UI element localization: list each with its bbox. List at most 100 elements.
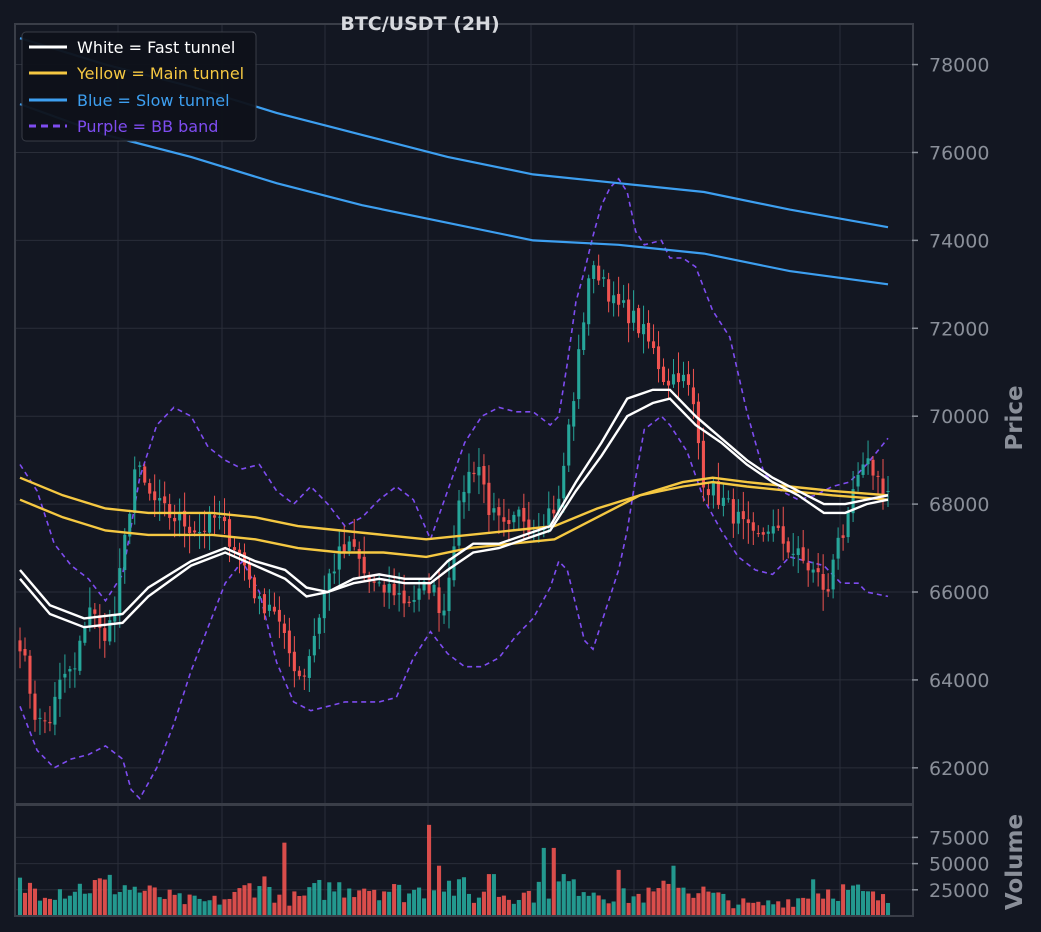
candle-body: [766, 531, 770, 534]
candle-body: [686, 374, 691, 385]
candle-body: [213, 515, 217, 518]
volume-bar: [392, 884, 397, 916]
volume-bar: [292, 891, 297, 916]
volume-bar: [631, 896, 636, 916]
candle-body: [68, 669, 72, 672]
candle: [492, 492, 496, 521]
volume-bar: [571, 879, 576, 916]
candle-body: [676, 373, 681, 383]
volume-bar: [57, 889, 62, 916]
volume-bar: [62, 898, 67, 916]
volume-bar: [726, 900, 731, 916]
candle: [617, 276, 621, 317]
candle-body: [138, 465, 142, 467]
candle-body: [83, 626, 87, 643]
candle: [23, 637, 27, 662]
legend-label-fast: White = Fast tunnel: [77, 38, 235, 57]
volume-bar: [237, 888, 242, 916]
volume-bar: [107, 874, 112, 916]
candle-body: [776, 525, 780, 528]
volume-bar: [342, 897, 347, 916]
volume-bar: [576, 895, 581, 916]
candle: [28, 650, 32, 709]
volume-bar: [347, 888, 352, 916]
candle-body: [567, 424, 571, 466]
candle-body: [287, 630, 291, 654]
candle-body: [497, 507, 501, 516]
candle-body: [791, 553, 795, 555]
candle-body: [392, 583, 396, 596]
candle: [671, 359, 676, 388]
fast-tunnel: [19, 388, 889, 629]
volume-bar: [72, 891, 77, 916]
candle-body: [352, 539, 356, 547]
volume-bar: [152, 887, 157, 916]
candle-body: [317, 617, 321, 634]
candle: [83, 621, 87, 646]
candle: [43, 712, 47, 734]
candle: [143, 463, 147, 486]
candle-body: [28, 655, 32, 694]
candle: [267, 589, 271, 617]
volume-bar: [372, 889, 377, 916]
volume-bar: [756, 901, 761, 916]
volume-bar: [636, 893, 641, 916]
candle: [307, 649, 311, 693]
volume-bar: [711, 892, 716, 916]
candle-body: [88, 607, 92, 626]
candle: [222, 498, 227, 535]
volume-bar: [77, 883, 82, 916]
volume-bar: [382, 891, 387, 916]
candle-body: [467, 471, 471, 494]
volume-bar: [317, 879, 322, 916]
candle-body: [577, 349, 581, 400]
candle-body: [607, 279, 611, 302]
candle: [612, 281, 616, 317]
volume-bar: [322, 899, 327, 916]
volume-bar: [147, 885, 152, 916]
candle-body: [587, 278, 591, 325]
candle: [477, 448, 481, 495]
volume-bar: [422, 898, 427, 916]
bb-band: [19, 177, 889, 800]
candle: [577, 334, 581, 409]
legend-label-slow: Blue = Slow tunnel: [77, 91, 230, 110]
price-tick-label: 68000: [929, 494, 989, 516]
volume-bar: [586, 895, 591, 916]
candle-body: [617, 293, 621, 305]
volume-bar: [486, 874, 491, 916]
candle-body: [876, 475, 880, 477]
candle-body: [232, 547, 237, 551]
candle-body: [227, 519, 232, 547]
candle: [656, 331, 661, 383]
volume-bar: [112, 894, 117, 916]
chart-title: BTC/USDT (2H): [340, 13, 499, 35]
candle: [632, 290, 636, 331]
volume-bar: [192, 895, 197, 916]
candle: [103, 613, 107, 658]
candle: [811, 561, 815, 583]
volume-bar: [721, 893, 726, 916]
volume-bar: [885, 902, 891, 916]
fast-tunnel-upper: [19, 388, 889, 620]
candle-body: [856, 474, 860, 487]
candle: [437, 569, 441, 632]
volume-bar: [17, 877, 23, 916]
main-tunnel-upper: [19, 476, 889, 541]
volume-bar: [182, 904, 187, 916]
candle: [78, 635, 82, 675]
candle-body: [472, 472, 476, 475]
candle-body: [761, 532, 765, 535]
candle: [397, 572, 401, 612]
candle-body: [362, 556, 366, 574]
candle-body: [43, 720, 47, 722]
candle-body: [357, 549, 361, 559]
volume-bar: [252, 897, 257, 916]
price-tick-label: 78000: [929, 55, 989, 77]
volume-bar: [227, 898, 232, 916]
volume-bar: [157, 897, 162, 916]
volume-bar: [751, 902, 756, 916]
volume-bar: [232, 891, 237, 916]
volume-bar: [531, 902, 536, 916]
